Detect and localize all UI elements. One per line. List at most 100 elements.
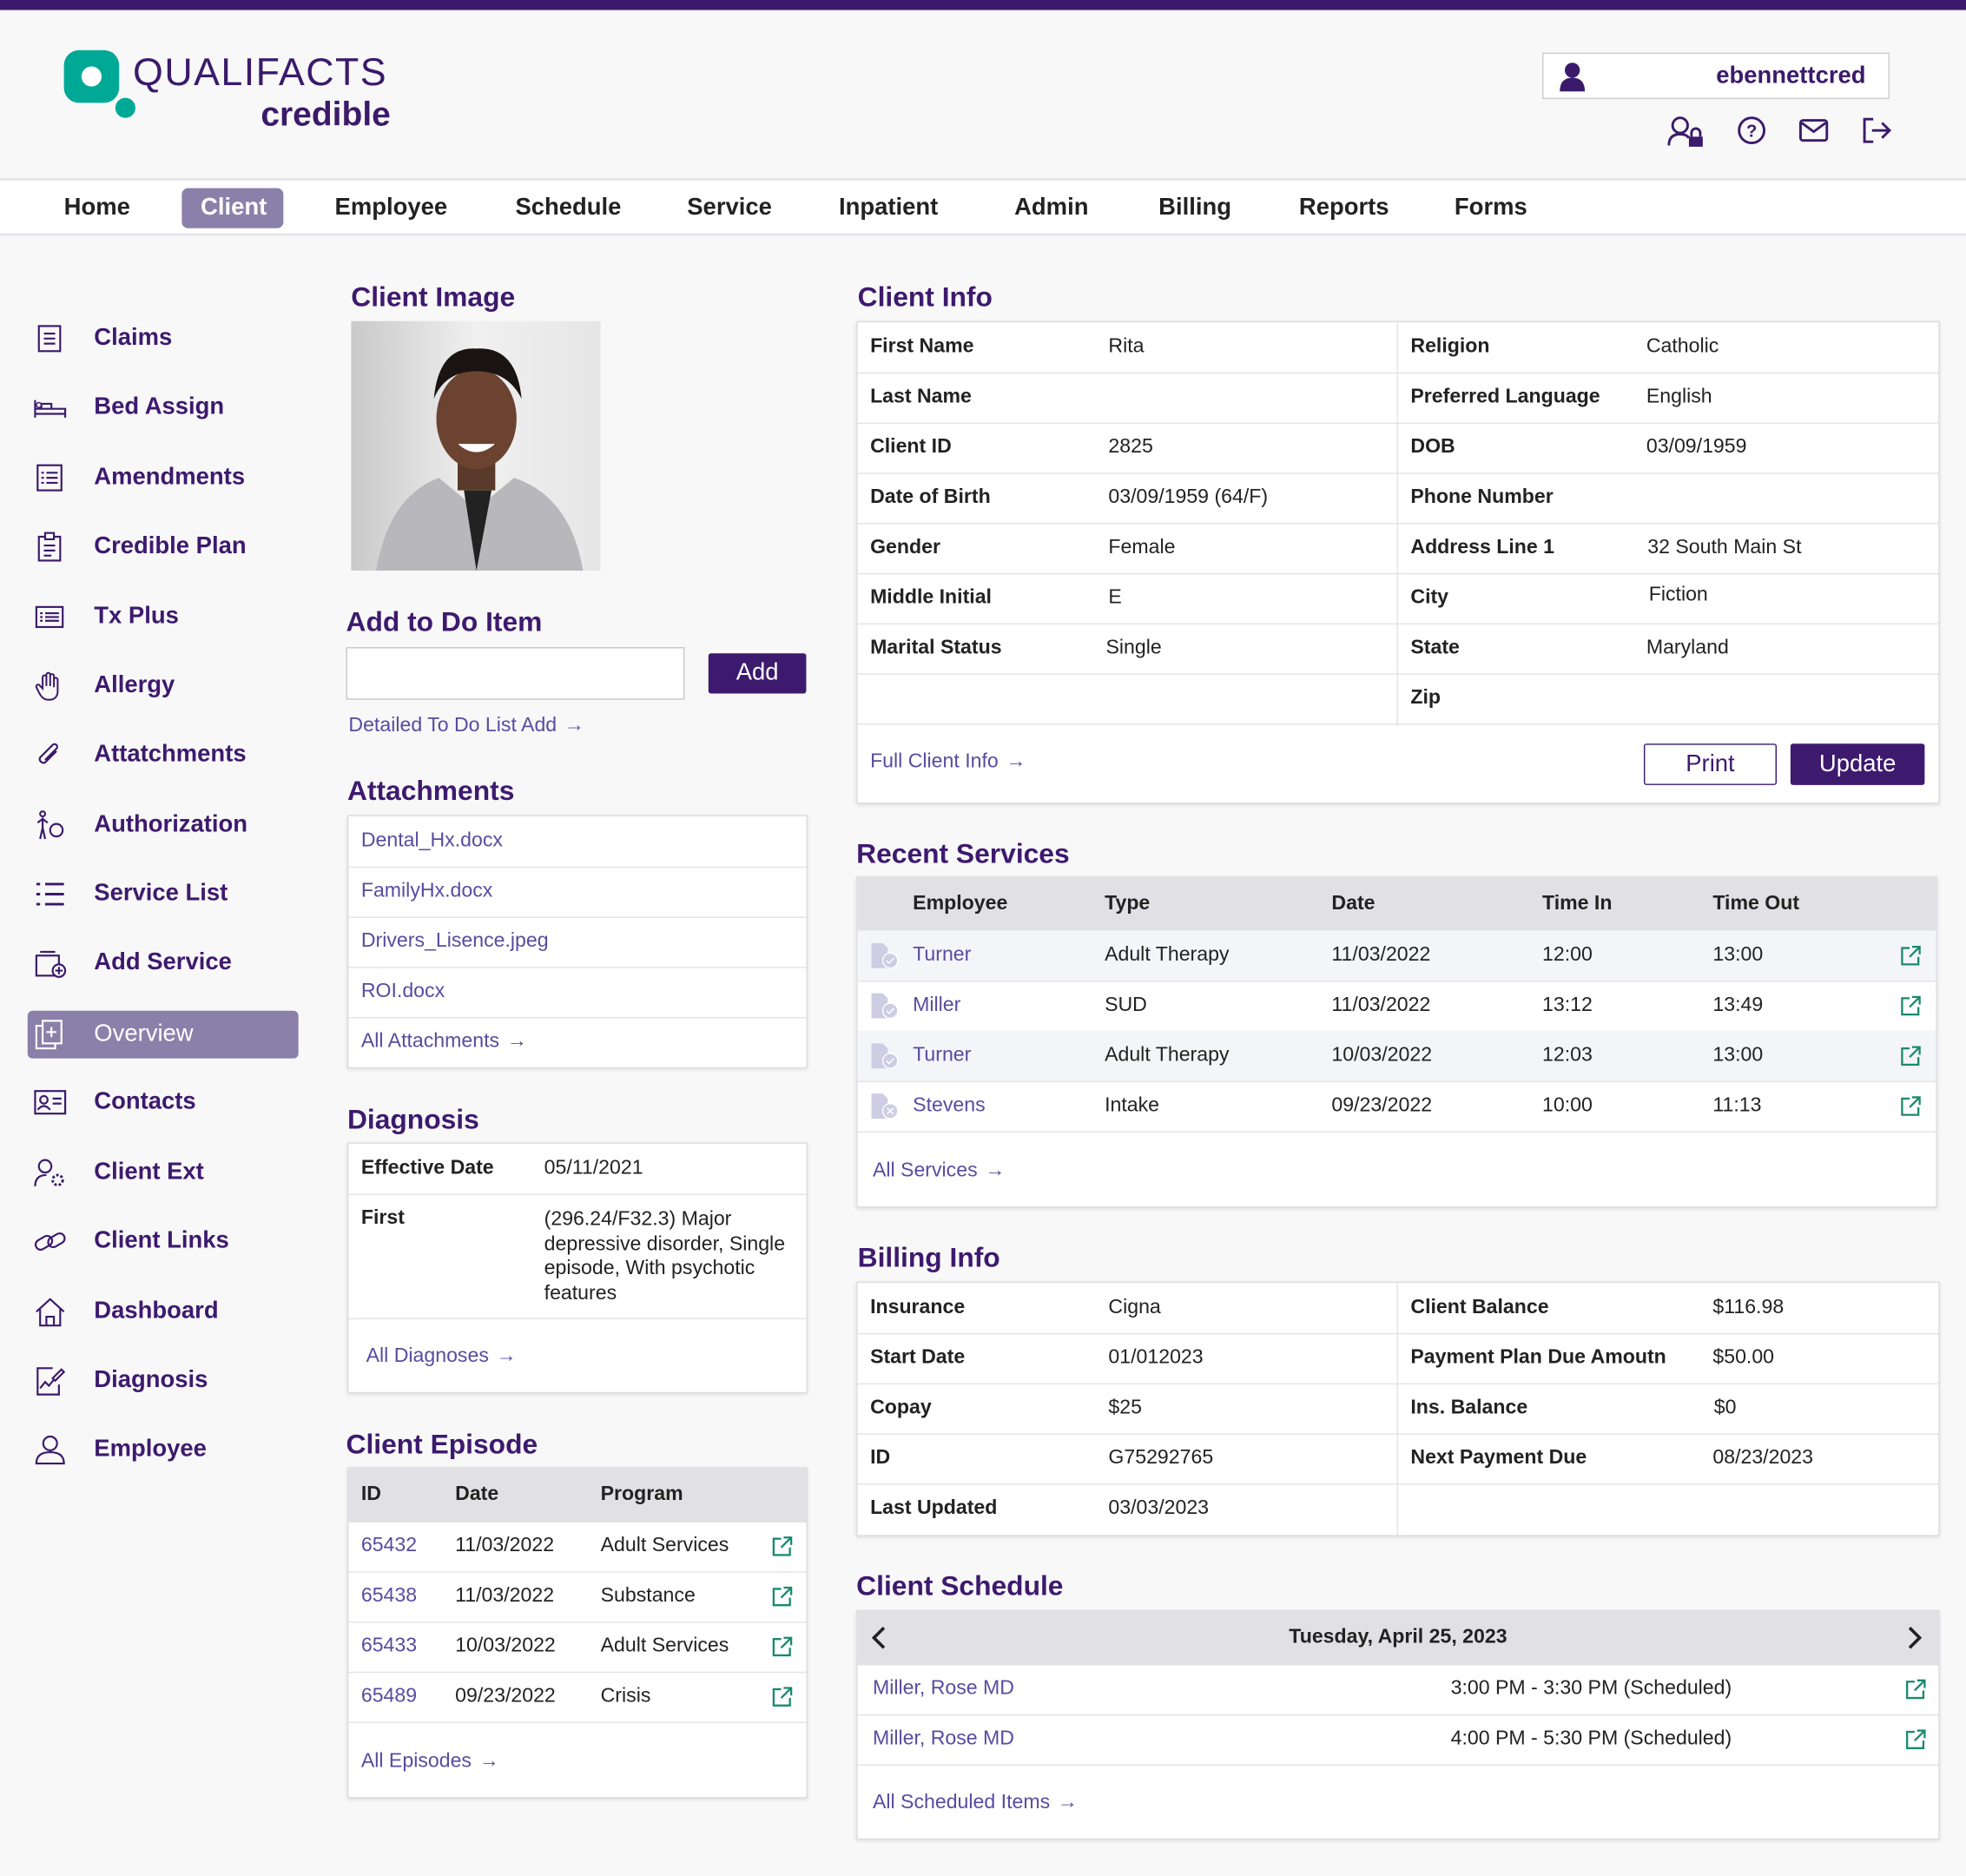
service-date: 09/23/2022 [1331, 1094, 1433, 1117]
sidebar-item-bed-assign[interactable]: Bed Assign [28, 384, 299, 432]
episode-id-link[interactable]: 65438 [360, 1585, 418, 1607]
all-attachments-link[interactable]: All Attachments → [361, 1017, 527, 1067]
sidebar-label: Client Ext [94, 1159, 204, 1186]
nav-schedule[interactable]: Schedule [515, 194, 622, 221]
col-header: Time In [1541, 893, 1613, 915]
external-link-icon[interactable] [772, 1536, 793, 1556]
employee-link[interactable]: Turner [913, 1044, 972, 1067]
employee-link[interactable]: Stevens [913, 1094, 986, 1117]
nav-employee[interactable]: Employee [334, 194, 448, 221]
external-link-icon[interactable] [1906, 1729, 1926, 1749]
todo-input[interactable] [346, 647, 685, 700]
sidebar-item-dashboard[interactable]: Dashboard [28, 1288, 299, 1336]
nav-admin[interactable]: Admin [1014, 194, 1089, 221]
sidebar-item-attachments[interactable]: Attatchments [28, 731, 299, 779]
nav-client[interactable]: Client [181, 188, 284, 228]
nav-billing[interactable]: Billing [1158, 194, 1231, 221]
nav-home[interactable]: Home [63, 194, 130, 221]
sidebar-item-employee[interactable]: Employee [28, 1426, 299, 1474]
field-value: $0 [1713, 1397, 1737, 1419]
sidebar-item-credible-plan[interactable]: Credible Plan [28, 523, 299, 571]
update-button[interactable]: Update [1790, 743, 1925, 785]
service-type: Adult Therapy [1105, 1044, 1230, 1067]
sidebar-item-service-list[interactable]: Service List [28, 870, 299, 918]
sidebar-label: Diagnosis [94, 1366, 208, 1394]
provider-link[interactable]: Miller, Rose MD [872, 1727, 1014, 1750]
mail-icon[interactable] [1798, 118, 1830, 143]
attachment-link[interactable]: FamilyHx.docx [360, 880, 493, 902]
field-value: Rita [1108, 335, 1145, 358]
print-button[interactable]: Print [1643, 743, 1778, 785]
sidebar-item-diagnosis[interactable]: Diagnosis [28, 1357, 299, 1404]
add-service-icon [35, 950, 67, 978]
all-episodes-link[interactable]: All Episodes → [361, 1737, 499, 1787]
field-value: 08/23/2023 [1712, 1447, 1813, 1469]
sidebar-item-claims[interactable]: Claims [28, 314, 299, 362]
episode-id-link[interactable]: 65433 [360, 1635, 418, 1657]
sidebar-label: Authorization [94, 811, 248, 838]
chevron-left-icon[interactable] [870, 1625, 887, 1650]
external-link-icon[interactable] [1901, 945, 1921, 966]
logout-icon[interactable] [1861, 116, 1894, 146]
all-scheduled-items-link[interactable]: All Scheduled Items → [873, 1778, 1078, 1828]
attachments-title: Attachments [346, 775, 515, 807]
episode-id-link[interactable]: 65432 [360, 1535, 418, 1556]
chevron-right-icon[interactable] [1906, 1625, 1923, 1650]
external-link-icon[interactable] [772, 1636, 793, 1657]
employee-link[interactable]: Turner [913, 944, 972, 966]
effective-date-value: 05/11/2021 [544, 1157, 643, 1179]
full-client-info-link[interactable]: Full Client Info → [870, 751, 1026, 774]
svg-text:?: ? [1746, 122, 1757, 141]
user-menu[interactable]: ebennettcred [1541, 52, 1890, 100]
client-schedule-panel: Tuesday, April 25, 2023 Miller, Rose MD 3… [856, 1609, 1940, 1840]
field-value: 01/012023 [1108, 1346, 1204, 1369]
field-label: Last Name [870, 386, 972, 408]
link-icon [34, 1232, 66, 1251]
sidebar-item-add-service[interactable]: Add Service [28, 939, 299, 987]
sidebar-item-contacts[interactable]: Contacts [28, 1079, 299, 1126]
nav-service[interactable]: Service [687, 194, 772, 221]
sidebar-label: Overview [94, 1021, 194, 1047]
link-label: Detailed To Do List Add [348, 715, 557, 737]
user-lock-icon[interactable] [1667, 116, 1705, 149]
nav-forms[interactable]: Forms [1454, 194, 1527, 221]
sidebar-item-client-links[interactable]: Client Links [28, 1218, 299, 1265]
sidebar-label: Tx Plus [94, 603, 179, 630]
employee-link[interactable]: Miller [913, 994, 961, 1016]
qualifacts-logo[interactable]: QUALIFACTS credible [63, 48, 413, 135]
episode-id-link[interactable]: 65489 [360, 1685, 418, 1708]
sidebar-item-allergy[interactable]: Allergy [28, 662, 299, 710]
external-link-icon[interactable] [772, 1687, 793, 1707]
episode-title: Client Episode [346, 1428, 538, 1460]
help-icon[interactable]: ? [1737, 116, 1767, 146]
all-diagnoses-link[interactable]: All Diagnoses → [366, 1331, 517, 1382]
col-header: Program [600, 1483, 683, 1505]
provider-link[interactable]: Miller, Rose MD [872, 1677, 1014, 1700]
list-box-icon [36, 464, 63, 492]
attachment-link[interactable]: ROI.docx [360, 981, 445, 1002]
nav-reports[interactable]: Reports [1298, 194, 1389, 221]
sidebar-item-authorization[interactable]: Authorization [28, 802, 299, 849]
sidebar-item-amendments[interactable]: Amendments [28, 454, 299, 502]
attachment-link[interactable]: Drivers_Lisence.jpeg [360, 930, 549, 952]
sidebar-item-overview[interactable]: Overview [27, 1010, 299, 1059]
external-link-icon[interactable] [1901, 1046, 1921, 1067]
external-link-icon[interactable] [1901, 995, 1921, 1016]
add-todo-button[interactable]: Add [708, 653, 807, 694]
field-label: Start Date [870, 1346, 966, 1369]
nav-inpatient[interactable]: Inpatient [838, 194, 939, 221]
episode-program: Adult Services [600, 1635, 729, 1657]
all-services-link[interactable]: All Services → [873, 1146, 1005, 1197]
external-link-icon[interactable] [772, 1586, 793, 1607]
field-label: Date of Birth [870, 486, 991, 508]
sidebar-label: Attatchments [94, 741, 247, 768]
person-check-icon [36, 810, 64, 840]
external-link-icon[interactable] [1906, 1679, 1926, 1700]
external-link-icon[interactable] [1901, 1096, 1921, 1116]
attachment-link[interactable]: Dental_Hx.docx [360, 829, 503, 852]
sidebar-item-tx-plus[interactable]: Tx Plus [28, 593, 299, 641]
field-label: Client ID [870, 436, 952, 459]
sidebar-label: Contacts [94, 1088, 196, 1115]
detailed-todo-link[interactable]: Detailed To Do List Add → [348, 715, 584, 737]
sidebar-item-client-ext[interactable]: Client Ext [28, 1149, 299, 1197]
